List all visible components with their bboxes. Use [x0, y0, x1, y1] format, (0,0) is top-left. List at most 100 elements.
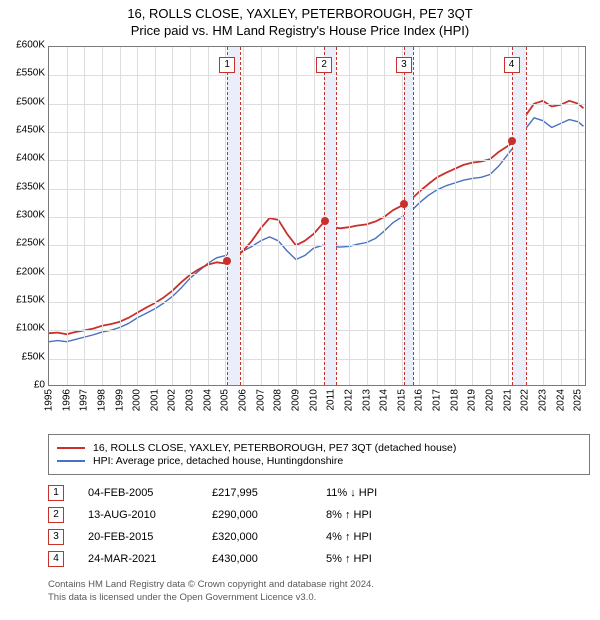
x-tick-label: 2020	[484, 389, 495, 411]
gridline-horizontal	[49, 330, 585, 331]
event-line	[227, 47, 228, 385]
sales-price: £320,000	[212, 531, 302, 543]
x-tick-label: 2006	[238, 389, 249, 411]
footer-attribution: Contains HM Land Registry data © Crown c…	[48, 579, 590, 605]
gridline-vertical	[296, 47, 297, 385]
y-tick-label: £100K	[16, 323, 45, 334]
address-title: 16, ROLLS CLOSE, YAXLEY, PETERBOROUGH, P…	[0, 6, 600, 21]
y-tick-label: £550K	[16, 68, 45, 79]
x-tick-label: 2021	[502, 389, 513, 411]
x-tick-label: 2008	[273, 389, 284, 411]
chart-container: 16, ROLLS CLOSE, YAXLEY, PETERBOROUGH, P…	[0, 0, 600, 605]
gridline-vertical	[419, 47, 420, 385]
sales-price: £290,000	[212, 509, 302, 521]
x-tick-label: 2002	[167, 389, 178, 411]
gridline-vertical	[437, 47, 438, 385]
x-tick-label: 2022	[520, 389, 531, 411]
legend: 16, ROLLS CLOSE, YAXLEY, PETERBOROUGH, P…	[48, 434, 590, 475]
event-line	[240, 47, 241, 385]
sales-diff: 5% ↑ HPI	[326, 553, 436, 565]
gridline-vertical	[102, 47, 103, 385]
y-tick-label: £150K	[16, 295, 45, 306]
event-dot	[400, 200, 408, 208]
x-tick-label: 2001	[149, 389, 160, 411]
gridline-vertical	[155, 47, 156, 385]
y-tick-label: £500K	[16, 96, 45, 107]
legend-item: HPI: Average price, detached house, Hunt…	[57, 455, 581, 467]
event-band	[404, 47, 413, 385]
gridline-vertical	[508, 47, 509, 385]
event-line	[336, 47, 337, 385]
event-band	[512, 47, 527, 385]
gridline-vertical	[561, 47, 562, 385]
gridline-horizontal	[49, 75, 585, 76]
sales-date: 04-FEB-2005	[88, 487, 188, 499]
gridline-vertical	[543, 47, 544, 385]
y-tick-label: £450K	[16, 125, 45, 136]
legend-label: HPI: Average price, detached house, Hunt…	[93, 455, 343, 467]
sales-date: 24-MAR-2021	[88, 553, 188, 565]
plot-area: £0£50K£100K£150K£200K£250K£300K£350K£400…	[48, 46, 586, 386]
event-dot	[223, 257, 231, 265]
gridline-vertical	[384, 47, 385, 385]
gridline-vertical	[84, 47, 85, 385]
gridline-vertical	[402, 47, 403, 385]
sales-badge: 3	[48, 529, 64, 545]
legend-swatch	[57, 447, 85, 449]
y-tick-label: £50K	[22, 351, 45, 362]
event-badge: 4	[504, 57, 520, 73]
x-tick-label: 2025	[573, 389, 584, 411]
gridline-horizontal	[49, 274, 585, 275]
gridline-vertical	[578, 47, 579, 385]
x-tick-label: 2017	[432, 389, 443, 411]
sales-table: 104-FEB-2005£217,99511% ↓ HPI213-AUG-201…	[48, 485, 590, 567]
gridline-horizontal	[49, 189, 585, 190]
x-tick-label: 2011	[326, 389, 337, 411]
x-tick-label: 2013	[361, 389, 372, 411]
sales-badge: 1	[48, 485, 64, 501]
gridline-vertical	[243, 47, 244, 385]
sales-row: 213-AUG-2010£290,0008% ↑ HPI	[48, 507, 590, 523]
x-tick-label: 2015	[396, 389, 407, 411]
x-tick-label: 2010	[308, 389, 319, 411]
event-badge: 2	[316, 57, 332, 73]
sales-diff: 8% ↑ HPI	[326, 509, 436, 521]
event-badge: 3	[396, 57, 412, 73]
gridline-vertical	[190, 47, 191, 385]
gridline-horizontal	[49, 245, 585, 246]
sales-badge: 2	[48, 507, 64, 523]
subtitle: Price paid vs. HM Land Registry's House …	[0, 23, 600, 38]
gridline-horizontal	[49, 302, 585, 303]
gridline-horizontal	[49, 160, 585, 161]
gridline-vertical	[490, 47, 491, 385]
sales-price: £217,995	[212, 487, 302, 499]
sales-badge: 4	[48, 551, 64, 567]
sales-diff: 4% ↑ HPI	[326, 531, 436, 543]
gridline-horizontal	[49, 104, 585, 105]
x-tick-label: 1996	[61, 389, 72, 411]
x-tick-label: 2018	[449, 389, 460, 411]
footer-line-1: Contains HM Land Registry data © Crown c…	[48, 579, 590, 592]
titles: 16, ROLLS CLOSE, YAXLEY, PETERBOROUGH, P…	[0, 0, 600, 38]
y-tick-label: £400K	[16, 153, 45, 164]
x-tick-label: 2007	[255, 389, 266, 411]
x-tick-label: 1999	[114, 389, 125, 411]
event-line	[526, 47, 527, 385]
x-tick-label: 1995	[44, 389, 55, 411]
gridline-horizontal	[49, 132, 585, 133]
x-tick-label: 2012	[343, 389, 354, 411]
event-dot	[321, 217, 329, 225]
sales-price: £430,000	[212, 553, 302, 565]
gridline-vertical	[137, 47, 138, 385]
gridline-vertical	[278, 47, 279, 385]
gridline-vertical	[172, 47, 173, 385]
legend-swatch	[57, 460, 85, 462]
sales-diff: 11% ↓ HPI	[326, 487, 436, 499]
y-tick-label: £300K	[16, 210, 45, 221]
x-tick-label: 2023	[537, 389, 548, 411]
gridline-vertical	[120, 47, 121, 385]
x-tick-label: 1997	[79, 389, 90, 411]
sales-row: 1 04-FEB-2005 £217,995 11% ↓ HPI	[48, 485, 590, 501]
gridline-vertical	[314, 47, 315, 385]
x-tick-label: 2024	[555, 389, 566, 411]
